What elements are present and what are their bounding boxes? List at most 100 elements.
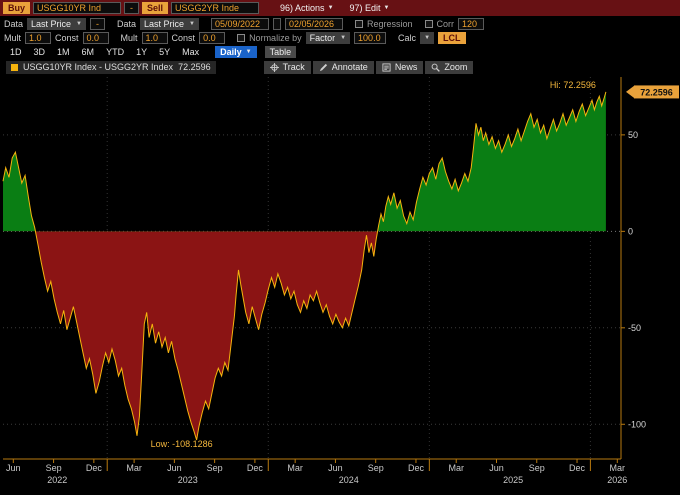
low-annotation: Low: -108.1286 — [151, 439, 213, 449]
date-from-field[interactable]: 05/09/2022 — [211, 18, 269, 30]
actions-menu-label: 96) Actions — [280, 3, 325, 13]
positive-area — [3, 91, 606, 232]
period-3d[interactable]: 3D — [33, 47, 46, 57]
sell-ticker-field[interactable]: USGG2YR Inde — [171, 2, 260, 14]
news-button[interactable]: News — [375, 60, 424, 74]
y-axis-label: 0 — [628, 226, 633, 236]
table-button[interactable]: Table — [264, 46, 297, 58]
chart-header-row: USGG10YR Index - USGG2YR Index 72.2596 T… — [0, 59, 680, 75]
period-1d[interactable]: 1D — [10, 47, 22, 57]
currency-button[interactable]: LCL — [438, 32, 466, 44]
period-tab-row: 1D 3D 1M 6M YTD 1Y 5Y Max Daily ▼ Table — [0, 45, 680, 59]
actions-menu[interactable]: 96) Actions ▼ — [280, 3, 333, 13]
price-type-value-1: Last Price — [31, 19, 72, 29]
const-label-2: Const — [171, 33, 196, 43]
const-field-2[interactable]: 0.0 — [199, 32, 226, 44]
y-axis-label: -100 — [628, 419, 646, 429]
menu-bar: 96) Actions ▼ 97) Edit ▼ — [280, 3, 677, 13]
x-axis-label: Jun — [328, 463, 343, 473]
corr-label: Corr — [436, 19, 455, 29]
buy-button[interactable]: Buy — [3, 2, 31, 14]
chart-legend[interactable]: USGG10YR Index - USGG2YR Index 72.2596 — [6, 60, 216, 74]
edit-menu[interactable]: 97) Edit ▼ — [350, 3, 390, 13]
annotate-label: Annotate — [331, 62, 368, 72]
year-axis-label: 2026 — [607, 475, 627, 485]
transform-settings-row: Mult 1.0 Const 0.0 Mult 1.0 Const 0.0 No… — [0, 31, 680, 45]
track-button[interactable]: Track — [263, 60, 311, 74]
news-icon — [382, 62, 391, 72]
corr-period-field[interactable]: 120 — [458, 18, 485, 30]
const-label-1: Const — [55, 33, 79, 43]
x-axis-label: Mar — [126, 463, 142, 473]
period-max[interactable]: Max — [182, 47, 200, 57]
calc-dropdown[interactable]: ▼ — [420, 32, 435, 44]
security-toolbar: Buy USGG10YR Ind - Sell USGG2YR Inde 96)… — [0, 0, 680, 16]
date-to-field[interactable]: 02/05/2026 — [285, 18, 343, 30]
regression-checkbox[interactable] — [355, 20, 363, 28]
annotate-button[interactable]: Annotate — [312, 60, 374, 74]
chevron-down-icon: ▼ — [327, 5, 334, 11]
frequency-value: Daily — [220, 47, 242, 57]
year-axis-label: 2025 — [503, 475, 523, 485]
frequency-dropdown[interactable]: Daily ▼ — [215, 46, 257, 58]
chart-tools: Track Annotate News Zoom — [263, 60, 474, 74]
corr-checkbox[interactable] — [424, 20, 433, 28]
data-label-1: Data — [4, 19, 24, 29]
legend-series-label: USGG10YR Index - USGG2YR Index — [23, 62, 174, 72]
normalize-mode-value: Factor — [309, 33, 336, 43]
price-type-dropdown-2[interactable]: Last Price ▼ — [140, 18, 199, 30]
pair-operator-field[interactable]: - — [124, 2, 140, 14]
x-axis-label: Mar — [610, 463, 626, 473]
x-axis-label: Mar — [287, 463, 303, 473]
sell-button[interactable]: Sell — [142, 2, 169, 14]
track-icon — [269, 62, 279, 72]
chevron-down-icon: ▼ — [383, 5, 390, 11]
mult-field-1[interactable]: 1.0 — [25, 32, 52, 44]
zoom-button[interactable]: Zoom — [425, 60, 474, 74]
chevron-down-icon: ▼ — [189, 21, 195, 27]
last-value-badge — [634, 85, 679, 99]
x-axis-label: Dec — [408, 463, 425, 473]
hi-annotation: Hi: 72.2596 — [550, 80, 596, 90]
magnifier-icon — [431, 63, 441, 72]
normalize-mode-dropdown[interactable]: Factor ▼ — [305, 32, 351, 44]
y-axis-label: -50 — [628, 323, 641, 333]
price-type-dropdown-1[interactable]: Last Price ▼ — [27, 18, 86, 30]
spread-line — [2, 91, 607, 441]
buy-ticker-field[interactable]: USGG10YR Ind — [33, 2, 122, 14]
x-axis-label: Sep — [207, 463, 223, 473]
period-ytd[interactable]: YTD — [106, 47, 125, 57]
chart-area: 50 0 -50 -100 Jun Sep Dec Mar Jun Sep Dec Mar Jun Sep… — [0, 75, 680, 495]
legend-last-value: 72.2596 — [178, 62, 211, 72]
news-label: News — [394, 62, 418, 72]
edit-menu-label: 97) Edit — [349, 3, 381, 13]
date-separator — [273, 18, 281, 30]
x-axis-label: Jun — [489, 463, 504, 473]
spread-chart-canvas[interactable]: 50 0 -50 -100 Jun Sep Dec Mar Jun Sep Dec Mar Jun Sep… — [0, 75, 680, 495]
chevron-down-icon: ▼ — [245, 49, 252, 55]
track-label: Track — [282, 62, 305, 72]
x-axis-label: Sep — [368, 463, 384, 473]
x-axis-label: Dec — [569, 463, 586, 473]
const-field-1[interactable]: 0.0 — [82, 32, 109, 44]
last-value-text: 72.2596 — [640, 87, 673, 97]
x-axis-label: Dec — [247, 463, 264, 473]
operator-field[interactable]: - — [90, 18, 105, 30]
period-1m[interactable]: 1M — [57, 47, 70, 57]
period-6m[interactable]: 6M — [81, 47, 95, 57]
chevron-down-icon: ▼ — [340, 35, 347, 41]
x-axis-label: Jun — [167, 463, 182, 473]
year-axis-label: 2022 — [47, 475, 67, 485]
period-5y[interactable]: 5Y — [159, 47, 171, 57]
mult-field-2[interactable]: 1.0 — [141, 32, 168, 44]
chevron-down-icon: ▼ — [424, 35, 431, 41]
zoom-label: Zoom — [444, 62, 468, 72]
normalize-value-field[interactable]: 100.0 — [354, 32, 387, 44]
badge-arrow-icon — [626, 85, 634, 98]
normalize-checkbox[interactable] — [237, 34, 246, 42]
period-1y[interactable]: 1Y — [136, 47, 148, 57]
mult-label-1: Mult — [4, 33, 22, 43]
x-axis-label: Mar — [448, 463, 464, 473]
data-label-2: Data — [117, 19, 137, 29]
